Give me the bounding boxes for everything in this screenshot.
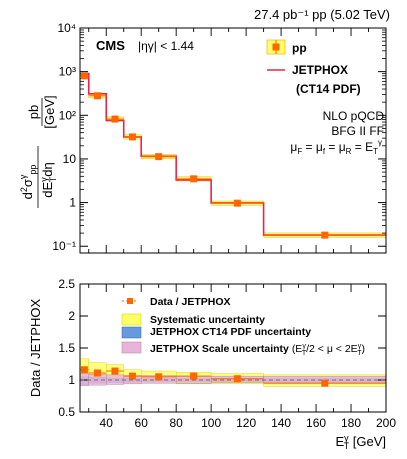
bottom-panel: 0.5 1 1.5 2 2.5 40 60 80 100 120 140 160 180 200 Data… xyxy=(28,277,396,451)
header-label: 27.4 pb⁻¹ pp (5.02 TeV) xyxy=(254,7,390,22)
top-legend: pp JETPHOX (CT14 PDF) xyxy=(267,40,361,96)
top-y-tick-label: 10⁴ xyxy=(57,21,76,35)
model-annotation: NLO pQCD BFG II FF μF = μf = μR = ETγ xyxy=(290,109,384,156)
x-tick-label: 200 xyxy=(376,416,396,430)
pp-point xyxy=(190,175,197,182)
cms-label: CMS xyxy=(96,38,125,53)
ratio-legend-label: Data / JETPHOX xyxy=(150,296,231,308)
top-y-unit-pb: pb xyxy=(26,105,41,119)
ratio-point xyxy=(234,375,241,382)
top-panel: 10⁻¹ 1 10 10² 10³ 10⁴ CMS |ηγ| < 1.44 pp JETP… xyxy=(18,21,386,253)
jetphox-line xyxy=(80,74,386,235)
ratio-point xyxy=(111,368,118,375)
x-tick-label: 120 xyxy=(236,416,256,430)
ratio-point xyxy=(129,373,136,380)
x-tick-label: 100 xyxy=(201,416,221,430)
ratio-legend-marker xyxy=(127,298,133,304)
pp-legend-marker xyxy=(273,44,280,51)
x-tick-label: 140 xyxy=(271,416,291,430)
top-y-axis-label: d2σγpp xyxy=(18,165,38,200)
bottom-y-axis-label: Data / JETPHOX xyxy=(28,299,43,398)
jetphox-histogram xyxy=(80,74,386,235)
pp-point xyxy=(129,133,136,140)
scale-legend-label: JETPHOX Scale uncertainty (Eγ T/2 < μ < 2… xyxy=(150,343,365,357)
model-line-1: NLO pQCD xyxy=(323,109,385,123)
pdf-legend-label: JETPHOX CT14 PDF uncertainty xyxy=(150,326,311,338)
syst-legend-label: Systematic uncertainty xyxy=(150,314,265,326)
bottom-y-tick-label: 1 xyxy=(68,373,75,387)
ratio-point xyxy=(190,373,197,380)
top-y-tick-label: 10⁻¹ xyxy=(52,239,76,253)
jetphox-legend-label: JETPHOX xyxy=(292,63,348,77)
top-y-axis-denominator: dEγTdη xyxy=(39,162,58,197)
ratio-point xyxy=(81,366,88,373)
top-y-tick-label: 10 xyxy=(63,152,77,166)
bottom-y-tick-label: 0.5 xyxy=(58,405,75,419)
pdf-legend-swatch xyxy=(122,327,141,338)
top-y-tick-label: 1 xyxy=(69,196,76,210)
pp-point xyxy=(321,232,328,239)
ratio-point xyxy=(321,380,328,387)
top-y-tick-label: 10³ xyxy=(59,65,76,79)
bottom-y-tick-label: 2.5 xyxy=(58,277,75,291)
ratio-bands xyxy=(80,359,386,387)
syst-legend-swatch xyxy=(122,314,141,325)
pp-legend-label: pp xyxy=(292,41,307,55)
x-axis-label: Eγ T [GeV] xyxy=(335,433,386,451)
scale-legend-swatch xyxy=(122,342,141,353)
pp-data-points xyxy=(80,72,386,238)
top-y-unit-gev: [GeV] xyxy=(42,95,57,128)
ratio-point xyxy=(94,369,101,376)
pp-point xyxy=(155,153,162,160)
bottom-legend: Data / JETPHOX Systematic uncertainty JE… xyxy=(122,296,365,357)
top-y-tick-label: 10² xyxy=(59,108,76,122)
pp-point xyxy=(234,200,241,207)
top-bands xyxy=(80,74,386,238)
pp-point xyxy=(81,72,88,79)
pp-point xyxy=(111,116,118,123)
model-line-2: BFG II FF xyxy=(331,124,384,138)
bottom-y-tick-label: 1.5 xyxy=(58,341,75,355)
x-tick-label: 80 xyxy=(169,416,183,430)
eta-cut-label: |ηγ| < 1.44 xyxy=(138,39,194,53)
pp-point xyxy=(94,92,101,99)
bottom-y-tick-label: 2 xyxy=(68,309,75,323)
x-tick-label: 180 xyxy=(341,416,361,430)
x-tick-label: 60 xyxy=(135,416,149,430)
model-line-3: μF = μf = μR = ETγ xyxy=(290,138,382,156)
x-tick-label: 40 xyxy=(100,416,114,430)
x-tick-label: 160 xyxy=(306,416,326,430)
jetphox-pdf-label: (CT14 PDF) xyxy=(296,82,361,96)
ratio-point xyxy=(155,373,162,380)
